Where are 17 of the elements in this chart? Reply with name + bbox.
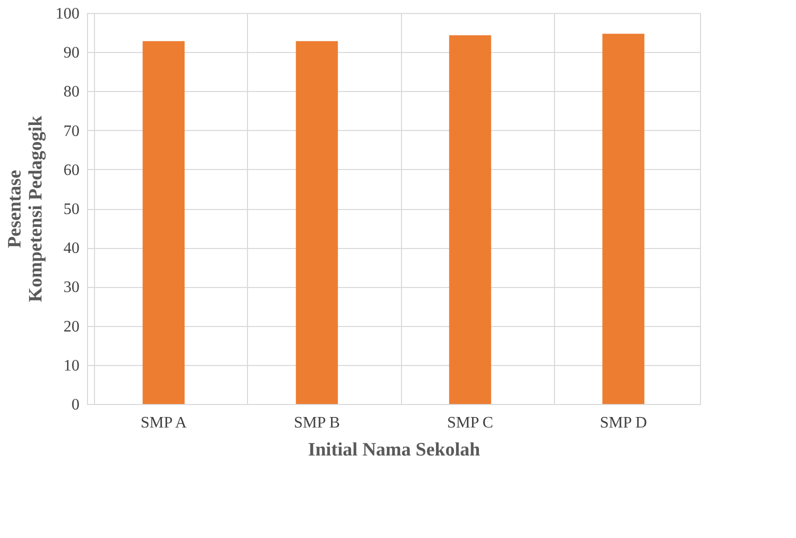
y-tick-label: 100	[56, 6, 80, 22]
y-tick-label: 20	[64, 318, 80, 336]
y-tick-label: 40	[64, 240, 80, 258]
x-axis-title: Initial Nama Sekolah	[308, 440, 480, 460]
y-tick-label: 90	[64, 44, 80, 62]
y-tick-label: 10	[64, 357, 80, 374]
y-tick-label: 30	[64, 279, 80, 296]
x-tick-label: SMP D	[600, 414, 647, 432]
x-tick-label: SMP C	[447, 414, 494, 432]
y-tick-label: 60	[64, 162, 80, 179]
y-axis-title: Pesentase Kompetensi Pedagogik	[4, 115, 46, 302]
y-tick-label: 80	[64, 84, 80, 101]
x-tick-label: SMP A	[140, 414, 188, 432]
y-tick-label: 0	[72, 396, 80, 414]
x-tick-label: SMP B	[294, 414, 340, 432]
y-tick-label: 50	[64, 201, 80, 218]
y-tick-label: 70	[64, 122, 80, 140]
